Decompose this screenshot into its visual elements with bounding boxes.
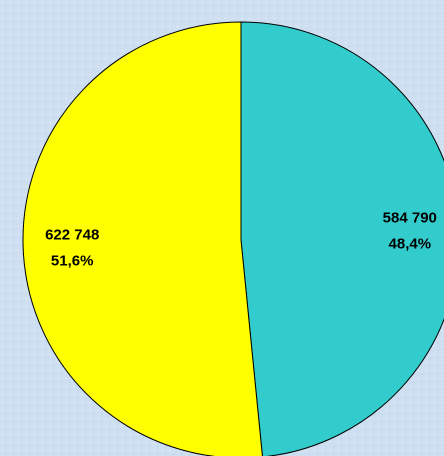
percent-label: 51,6%: [51, 252, 94, 269]
value-label: 622 748: [45, 226, 99, 243]
value-label: 584 790: [383, 210, 437, 227]
pie-slice: [240, 21, 444, 456]
pie-slice: [22, 21, 263, 456]
percent-label: 48,4%: [389, 236, 432, 253]
